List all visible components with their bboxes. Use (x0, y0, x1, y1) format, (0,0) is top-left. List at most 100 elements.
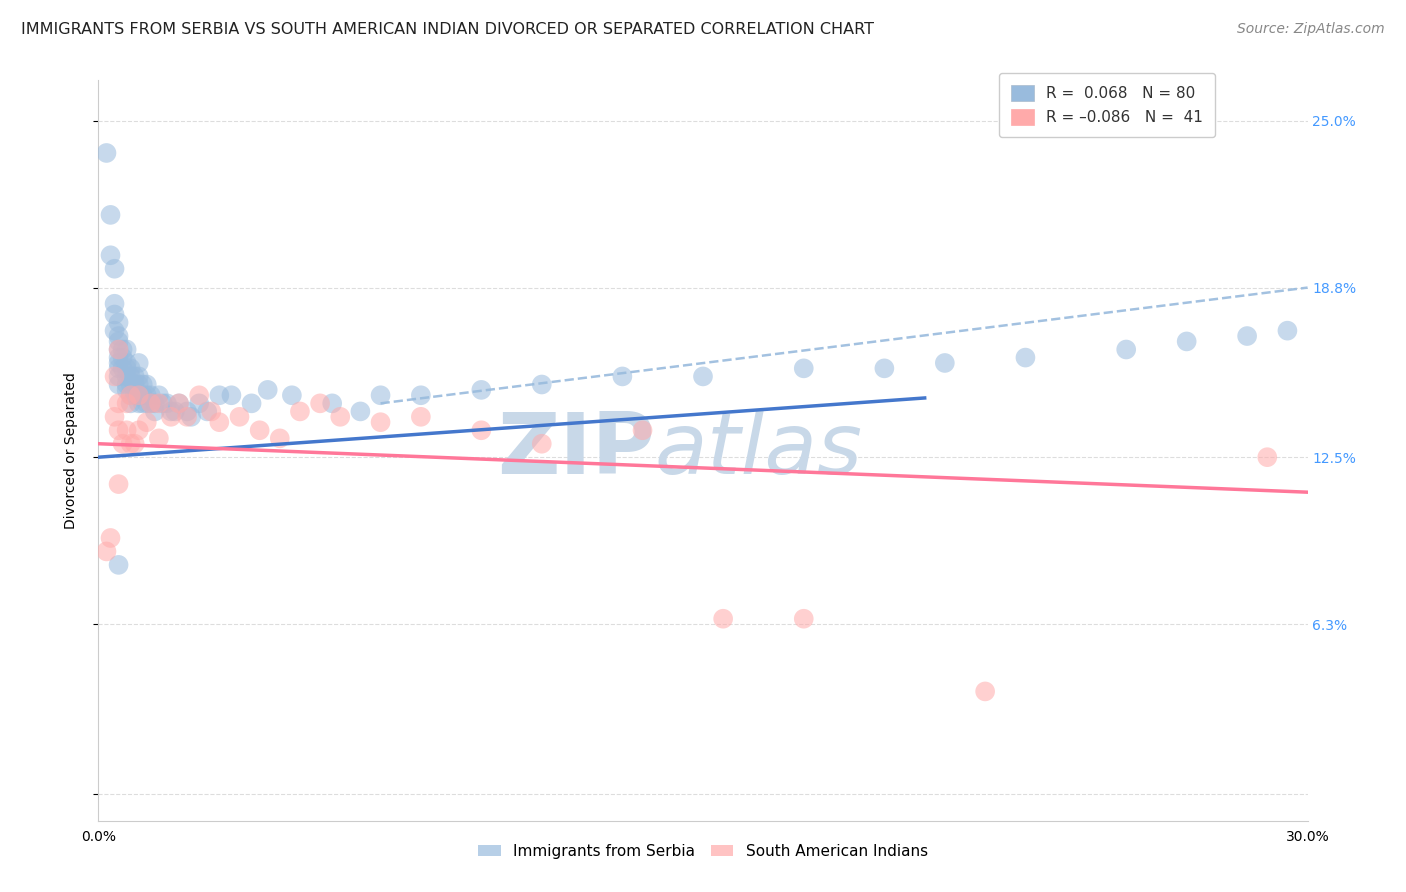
Point (139, 396, 162, 410)
Point (612, 369, 634, 384)
Point (132, 377, 155, 392)
Point (124, 369, 146, 384)
Point (321, 396, 343, 410)
Point (103, 308, 125, 322)
Point (132, 396, 155, 410)
Point (631, 423, 654, 437)
Point (309, 396, 332, 410)
Point (124, 377, 146, 392)
Point (167, 396, 190, 410)
Point (107, 396, 129, 410)
Point (100, 208, 122, 222)
Point (256, 383, 278, 397)
Point (100, 531, 122, 545)
Point (143, 396, 166, 410)
Point (111, 361, 134, 376)
Point (180, 409, 202, 424)
Point (115, 383, 138, 397)
Point (115, 343, 138, 357)
Point (530, 377, 553, 392)
Point (793, 361, 815, 376)
Point (135, 415, 157, 429)
Point (409, 388, 432, 402)
Point (1175, 334, 1198, 349)
Point (120, 388, 142, 402)
Point (1115, 343, 1137, 357)
Point (135, 377, 157, 392)
Point (107, 351, 129, 365)
Point (115, 356, 138, 370)
Point (139, 396, 162, 410)
Point (135, 396, 157, 410)
Point (107, 329, 129, 343)
Point (120, 377, 142, 392)
Y-axis label: Divorced or Separated: Divorced or Separated (63, 372, 77, 529)
Point (107, 477, 129, 491)
Point (148, 396, 170, 410)
Point (692, 369, 714, 384)
Point (793, 612, 815, 626)
Point (281, 388, 304, 402)
Point (1277, 324, 1299, 338)
Text: atlas: atlas (655, 409, 863, 492)
Point (208, 415, 231, 429)
Point (128, 396, 150, 410)
Point (120, 361, 142, 376)
Point (221, 388, 243, 402)
Point (1014, 351, 1036, 365)
Point (188, 396, 211, 410)
Point (124, 388, 146, 402)
Point (111, 343, 134, 357)
Point (107, 423, 129, 437)
Point (163, 404, 186, 418)
Point (156, 396, 179, 410)
Point (974, 684, 997, 698)
Point (128, 388, 150, 402)
Point (132, 388, 155, 402)
Point (115, 396, 138, 410)
Point (269, 431, 291, 445)
Point (115, 361, 138, 376)
Point (160, 404, 183, 418)
Point (200, 404, 222, 418)
Point (120, 396, 142, 410)
Point (249, 423, 271, 437)
Point (107, 316, 129, 330)
Point (240, 396, 263, 410)
Point (103, 297, 125, 311)
Point (115, 369, 138, 384)
Point (370, 415, 392, 429)
Point (103, 324, 125, 338)
Point (711, 612, 734, 626)
Point (329, 409, 352, 424)
Point (107, 343, 129, 357)
Point (470, 383, 492, 397)
Point (128, 377, 150, 392)
Point (288, 404, 311, 418)
Point (1236, 329, 1258, 343)
Point (111, 351, 134, 365)
Point (176, 404, 198, 418)
Point (107, 377, 129, 392)
Point (124, 436, 146, 450)
Point (228, 409, 250, 424)
Point (148, 431, 170, 445)
Point (1256, 450, 1278, 465)
Legend: Immigrants from Serbia, South American Indians: Immigrants from Serbia, South American I… (472, 838, 934, 865)
Point (143, 404, 166, 418)
Point (409, 409, 432, 424)
Point (135, 388, 157, 402)
Point (152, 396, 174, 410)
Text: IMMIGRANTS FROM SERBIA VS SOUTH AMERICAN INDIAN DIVORCED OR SEPARATED CORRELATIO: IMMIGRANTS FROM SERBIA VS SOUTH AMERICAN… (21, 22, 875, 37)
Point (370, 388, 392, 402)
Point (176, 409, 198, 424)
Point (120, 436, 142, 450)
Point (934, 356, 956, 370)
Point (120, 388, 142, 402)
Point (139, 388, 162, 402)
Point (103, 409, 125, 424)
Point (107, 343, 129, 357)
Point (349, 404, 371, 418)
Point (160, 409, 183, 424)
Point (873, 361, 896, 376)
